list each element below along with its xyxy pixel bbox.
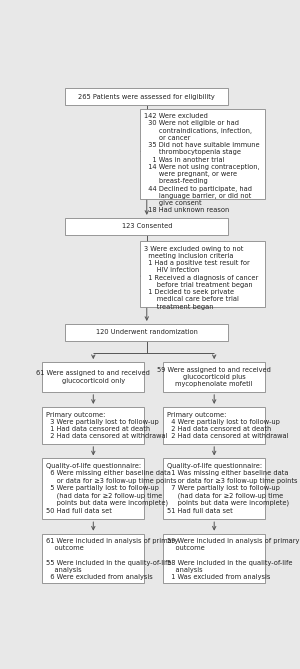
Text: Quality-of-life questionnaire:
  1 Was missing either baseline data
     or data: Quality-of-life questionnaire: 1 Was mis… [167,463,298,514]
FancyBboxPatch shape [42,534,145,583]
FancyBboxPatch shape [163,458,266,519]
Text: 3 Were excluded owing to not
  meeting inclusion criteria
  1 Had a positive tes: 3 Were excluded owing to not meeting inc… [144,246,258,310]
Text: Primary outcome:
  3 Were partially lost to follow-up
  1 Had data censored at d: Primary outcome: 3 Were partially lost t… [46,411,168,440]
FancyBboxPatch shape [42,458,145,519]
FancyBboxPatch shape [65,218,228,235]
FancyBboxPatch shape [65,324,228,341]
Text: 142 Were excluded
  30 Were not eligible or had
       contraindications, infect: 142 Were excluded 30 Were not eligible o… [144,113,260,213]
FancyBboxPatch shape [140,241,266,307]
FancyBboxPatch shape [163,534,266,583]
Text: Quality-of-life questionnaire:
  6 Were missing either baseline data
     or dat: Quality-of-life questionnaire: 6 Were mi… [46,463,177,514]
Text: 61 Were assigned to and received
glucocorticoid only: 61 Were assigned to and received glucoco… [36,371,150,383]
Text: Primary outcome:
  4 Were partially lost to follow-up
  2 Had data censored at d: Primary outcome: 4 Were partially lost t… [167,411,289,440]
FancyBboxPatch shape [65,88,228,105]
Text: 59 Were assigned to and received
glucocorticoid plus
mycophenolate mofetil: 59 Were assigned to and received glucoco… [157,367,271,387]
Text: 120 Underwent randomization: 120 Underwent randomization [96,329,198,335]
Text: 59 Were included in analysis of primary
    outcome

58 Were included in the qua: 59 Were included in analysis of primary … [167,539,300,581]
FancyBboxPatch shape [42,362,145,392]
FancyBboxPatch shape [163,362,266,392]
Text: 123 Consented: 123 Consented [122,223,172,229]
FancyBboxPatch shape [42,407,145,444]
FancyBboxPatch shape [140,108,266,199]
FancyBboxPatch shape [163,407,266,444]
Text: 61 Were included in analysis of primary
    outcome

55 Were included in the qua: 61 Were included in analysis of primary … [46,539,179,581]
Text: 265 Patients were assessed for eligibility: 265 Patients were assessed for eligibili… [78,94,215,100]
